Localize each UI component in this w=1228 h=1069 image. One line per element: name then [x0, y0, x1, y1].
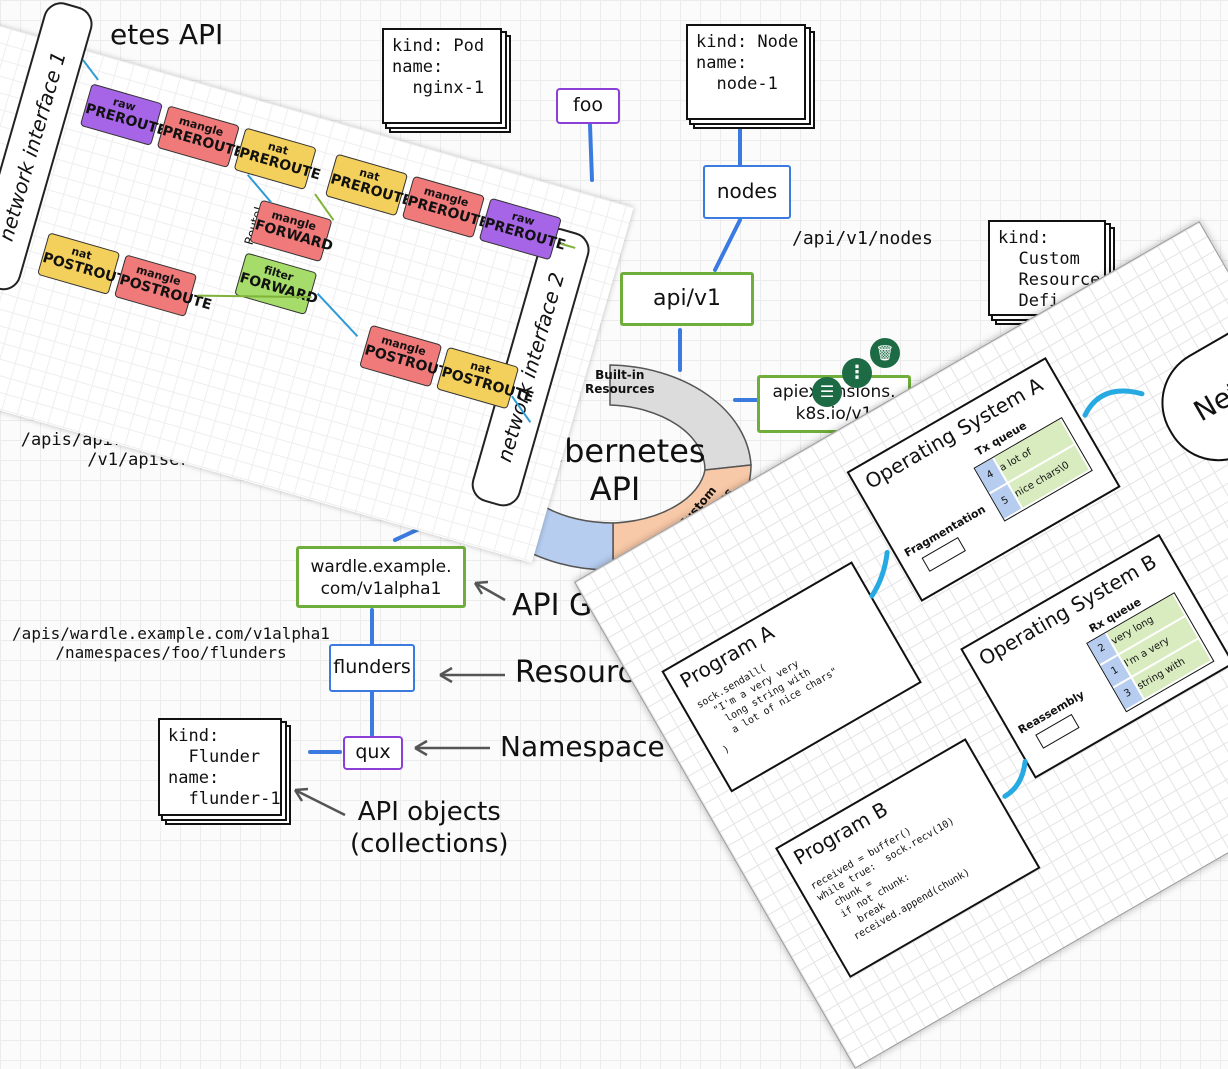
more-options-icon[interactable]: ⋮: [842, 358, 872, 388]
networking-sheet: Program A sock.sendall( "I'm a very very…: [574, 221, 1228, 1069]
iptables-arrows: [82, 59, 576, 423]
ring-builtin-label: Built-in Resources: [585, 368, 655, 396]
pod-card: kind: Pod name: nginx-1: [382, 28, 502, 124]
settings-sliders-icon[interactable]: ☰: [812, 377, 842, 407]
node-card: kind: Node name: node-1: [686, 24, 806, 120]
iptables-sheet: network interface 1 network interface 2 …: [0, 0, 634, 564]
api-v1-nodes-path: /api/v1/nodes: [792, 228, 933, 249]
namespace-qux: qux: [343, 736, 403, 770]
namespace-caption: Namespace: [500, 730, 665, 763]
nodes-resource: nodes: [703, 165, 791, 219]
delete-icon[interactable]: 🗑: [870, 338, 900, 368]
wardle-group: wardle.example. com/v1alpha1: [296, 546, 466, 608]
page-title-fragment: etes API: [110, 18, 224, 51]
api-objects-caption: API objects (collections): [350, 797, 509, 859]
wardle-path: /apis/wardle.example.com/v1alpha1 /names…: [12, 624, 330, 662]
namespace-foo: foo: [556, 88, 620, 124]
api-v1-group: api/v1: [620, 272, 754, 326]
flunder-card: kind: Flunder name: flunder-1: [158, 718, 282, 816]
flunders-resource: flunders: [329, 644, 415, 692]
network-flow-arrows: [869, 388, 1145, 799]
